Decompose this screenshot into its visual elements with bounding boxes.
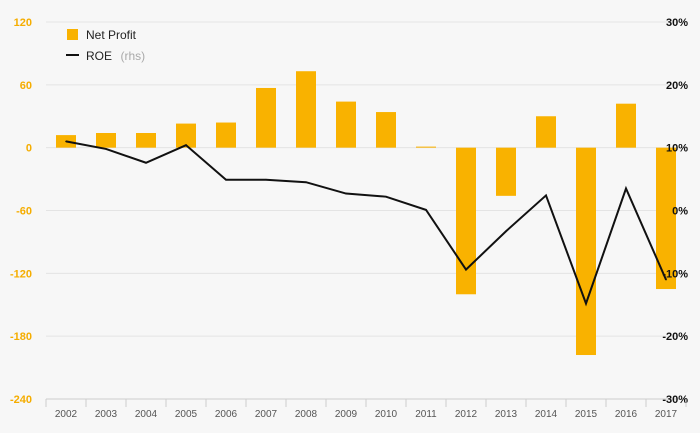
x-tick-label: 2014 [535, 409, 558, 420]
right-tick-label: 0% [672, 206, 688, 218]
roe-point [225, 178, 227, 181]
roe-point [545, 194, 547, 197]
x-tick-label: 2002 [55, 409, 78, 420]
left-tick-label: -60 [16, 206, 32, 218]
x-tick-label: 2016 [615, 409, 638, 420]
left-tick-label: 0 [26, 143, 32, 155]
x-tick-label: 2007 [255, 409, 278, 420]
right-tick-label: -10% [662, 268, 688, 280]
net-profit-bar [456, 147, 476, 295]
roe-point [185, 144, 187, 146]
net-profit-bar [496, 147, 516, 196]
net-profit-bar [336, 101, 356, 148]
net-profit-bar [216, 122, 236, 148]
left-tick-label: -120 [10, 268, 32, 280]
x-tick-label: 2004 [135, 409, 158, 420]
net-profit-bar [656, 147, 676, 290]
roe-point [425, 209, 427, 211]
left-tick-label: 60 [20, 80, 32, 92]
legend: Net Profit ROE (rhs) [66, 28, 145, 64]
right-tick-label: -20% [662, 331, 688, 343]
roe-point [625, 187, 627, 190]
legend-swatch-net-profit [67, 29, 78, 40]
net-profit-bar [256, 87, 276, 148]
legend-label-roe-suffix: (rhs) [120, 49, 145, 63]
x-tick-label: 2015 [575, 409, 598, 420]
right-tick-label: -30% [662, 394, 688, 406]
legend-label-net-profit: Net Profit [86, 28, 137, 42]
x-tick-label: 2003 [95, 409, 118, 420]
x-tick-label: 2013 [495, 409, 518, 420]
net-profit-bar [416, 146, 436, 148]
left-tick-label: -180 [10, 331, 32, 343]
net-profit-bar [576, 147, 596, 356]
net-profit-bar [616, 103, 636, 148]
roe-point [65, 140, 67, 143]
x-tick-label: 2006 [215, 409, 238, 420]
roe-point [665, 278, 667, 281]
legend-label-roe-name: ROE [86, 49, 112, 63]
left-tick-label: 120 [14, 17, 32, 29]
right-tick-label: 20% [666, 80, 688, 92]
roe-point [265, 178, 267, 181]
roe-line-layer [65, 140, 667, 307]
x-tick-label: 2010 [375, 409, 398, 420]
roe-point [305, 181, 307, 184]
right-tick-label: 10% [666, 143, 688, 155]
left-tick-label: -240 [10, 394, 32, 406]
right-axis: 30% 20% 10% 0% -10% -20% -30% [662, 17, 688, 406]
roe-point [345, 192, 347, 195]
roe-line [65, 140, 667, 307]
left-axis: 120 60 0 -60 -120 -180 -240 [10, 17, 32, 406]
net-profit-bar [376, 112, 396, 148]
roe-point [145, 161, 147, 164]
x-tick-label: 2012 [455, 409, 478, 420]
roe-point [505, 230, 507, 233]
x-tick-label: 2017 [655, 409, 678, 420]
x-tick-label: 2009 [335, 409, 358, 420]
net-profit-bar [536, 116, 556, 148]
x-tick-label: 2011 [415, 409, 437, 420]
x-axis: 2002 2003 2004 2005 2006 2007 2008 2009 2010 2011… [45, 399, 687, 420]
net-profit-bars [56, 71, 676, 356]
roe-point [465, 268, 467, 271]
net-profit-bar [136, 133, 156, 148]
right-tick-label: 30% [666, 17, 688, 29]
net-profit-bar [176, 123, 196, 148]
x-tick-label: 2008 [295, 409, 318, 420]
roe-point [385, 195, 387, 198]
net-profit-bar [296, 71, 316, 148]
net-profit-bar [96, 133, 116, 148]
roe-point [585, 302, 587, 305]
x-tick-label: 2005 [175, 409, 198, 420]
legend-label-roe: ROE (rhs) [86, 47, 145, 64]
roe-point [105, 148, 107, 150]
